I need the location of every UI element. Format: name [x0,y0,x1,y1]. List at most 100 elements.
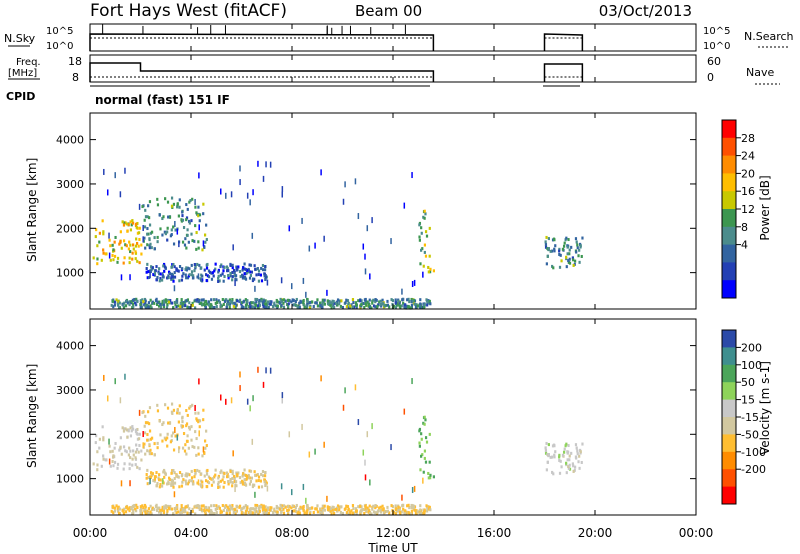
power-cell [129,274,131,281]
velocity-cell [412,504,416,508]
power-cell [415,303,418,307]
velocity-cell [187,446,190,450]
velocity-cell [167,504,170,508]
velocity-cell [223,471,226,475]
power-cell [185,218,188,222]
velocity-cell [156,446,159,450]
velocity-cell [396,508,399,512]
velocity-cell [321,504,324,508]
power-cell [419,302,422,306]
power-cell [135,303,138,307]
velocity-cell [332,505,335,509]
velocity-cell [207,506,210,510]
velocity-cell [295,503,298,507]
velocity-cell [217,480,220,484]
velocity-cell [144,510,147,514]
velocity-cell [119,446,122,450]
power-cell [167,274,170,278]
velocity-cell [244,509,248,513]
velocity-cell [544,449,548,453]
power-cell [411,299,414,303]
velocity-cell [165,512,169,516]
power-cell [247,267,250,271]
velocity-cell [186,472,190,476]
velocity-cell [156,506,159,510]
power-cell [571,256,574,260]
velocity-cell [257,475,261,479]
velocity-cell [239,385,241,392]
velocity-cell [191,482,195,486]
power-cell [221,272,224,276]
velocity-cell [116,509,120,513]
power-cell [314,242,316,249]
power-cell [253,301,256,305]
velocity-cell [351,504,355,508]
velocity-cell [106,395,109,402]
velocity-cell [332,511,336,515]
velocity-cell [308,507,311,511]
velocity-cell [166,444,169,448]
power-cell [162,272,164,279]
colorbar-swatch [722,120,736,139]
velocity-cell [427,476,430,480]
power-cell [545,235,548,239]
velocity-cell [429,476,432,480]
velocity-cell [257,479,260,483]
power-cell [223,265,226,269]
power-cell [321,302,324,306]
velocity-cell [112,464,115,468]
velocity-cell [164,438,167,442]
power-cell [398,304,402,308]
power-cell [175,268,178,272]
colorbar-swatch [722,137,736,157]
velocity-cell [172,408,176,412]
velocity-cell [210,483,214,487]
power-cell [363,305,366,309]
velocity-cell [125,450,128,454]
velocity-cell [225,504,228,508]
velocity-cell [432,475,436,479]
velocity-cell [424,460,428,464]
power-cell [117,305,121,309]
velocity-cell [158,506,161,510]
velocity-cell [184,443,187,447]
velocity-cell [103,374,105,381]
power-cell [156,235,159,239]
power-cell [229,263,232,267]
velocity-cell [114,378,116,385]
velocity-cell [122,467,125,471]
velocity-cell [202,408,205,412]
velocity-cell [161,423,164,427]
velocity-cell [135,431,138,435]
power-cell [416,304,419,308]
velocity-cell [178,485,181,489]
velocity-cell [256,473,259,477]
velocity-cell [429,473,432,477]
x-tick-label: 08:00 [275,526,310,540]
velocity-cell [305,497,307,504]
power-cell [249,263,253,267]
velocity-cell [151,506,154,510]
power-cell [274,304,277,308]
velocity-cell [109,464,112,468]
velocity-cell [234,486,236,493]
x-tick-label: 12:00 [376,526,411,540]
power-cell [126,229,129,233]
velocity-cell [135,443,138,447]
power-cell [427,265,430,269]
velocity-cell [558,453,561,457]
velocity-cell [306,505,309,509]
cpid-label: CPID [6,90,35,103]
velocity-cell [186,439,189,443]
velocity-cell [111,449,114,453]
velocity-cell [198,430,200,437]
velocity-cell [156,403,159,407]
power-cell [188,221,191,225]
velocity-cell [123,462,126,466]
power-cell [162,264,165,268]
velocity-cell [190,425,193,429]
velocity-cell [360,509,363,513]
power-cell [113,254,117,258]
power-cell [260,279,264,283]
velocity-cell [217,485,220,489]
